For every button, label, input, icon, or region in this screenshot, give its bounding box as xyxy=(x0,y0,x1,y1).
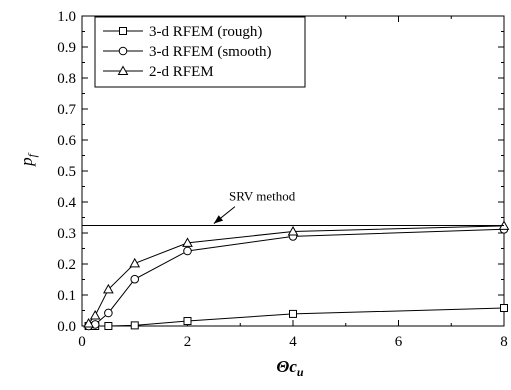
series-line-triangle xyxy=(88,225,505,324)
legend-item-square: 3-d RFEM (rough) xyxy=(103,24,262,40)
y-tick-label-4: 0.4 xyxy=(57,195,76,211)
y-axis-title-main: p xyxy=(17,157,36,167)
y-tick-label-5: 0.5 xyxy=(57,164,76,180)
legend-item-triangle: 2-d RFEM xyxy=(103,64,214,80)
point-square-3 xyxy=(130,321,139,330)
x-tick-label-1: 2 xyxy=(184,334,192,350)
y-tick-label-7: 0.7 xyxy=(57,102,76,118)
y-tick-label-0: 0.0 xyxy=(57,319,76,335)
y-tick-label-2: 0.2 xyxy=(57,257,76,273)
point-circle-2 xyxy=(104,308,113,318)
point-square-2 xyxy=(104,322,113,330)
x-tick-label-2: 4 xyxy=(289,334,297,350)
point-triangle-0 xyxy=(83,318,94,328)
x-axis-title-main: Θc xyxy=(276,357,297,376)
y-axis: 0.0 0.1 0.2 0.3 0.4 0.5 0.6 0.7 0.8 0.9 1.0 xyxy=(57,9,504,335)
x-tick-label-0: 0 xyxy=(78,334,86,350)
srv-annotation-label: SRV method xyxy=(229,189,296,204)
series-layer xyxy=(83,220,510,331)
point-triangle-5 xyxy=(287,225,299,236)
point-triangle-1 xyxy=(89,309,101,320)
x-axis-title: Θcu xyxy=(276,357,304,379)
y-tick-label-9: 0.9 xyxy=(57,40,76,56)
legend-item-circle: 3-d RFEM (smooth) xyxy=(103,44,272,60)
point-triangle-3 xyxy=(129,257,141,268)
point-circle-3 xyxy=(130,274,140,284)
legend-label-circle: 3-d RFEM (smooth) xyxy=(149,44,272,60)
y-tick-label-6: 0.6 xyxy=(57,133,76,149)
point-triangle-2 xyxy=(103,283,114,294)
x-tick-label-4: 8 xyxy=(500,334,508,350)
x-tick-label-3: 6 xyxy=(395,334,403,350)
y-tick-label-10: 1.0 xyxy=(57,9,76,25)
legend-label-square: 3-d RFEM (rough) xyxy=(149,24,262,40)
legend-marker-square xyxy=(119,27,127,35)
legend-marker-triangle xyxy=(117,65,129,75)
x-axis-title-subscript: u xyxy=(297,365,304,379)
point-square-4 xyxy=(183,317,192,326)
y-tick-label-3: 0.3 xyxy=(57,226,76,242)
srv-arrow-head xyxy=(213,215,224,224)
legend-label-triangle: 2-d RFEM xyxy=(149,64,214,80)
y-axis-title: pf xyxy=(17,152,39,167)
point-circle-4 xyxy=(183,246,192,256)
y-tick-label-8: 0.8 xyxy=(57,71,76,87)
y-tick-label-1: 0.1 xyxy=(57,288,76,304)
srv-annotation: SRV method xyxy=(213,189,296,224)
point-square-6 xyxy=(500,304,508,313)
legend: 3-d RFEM (rough) 3-d RFEM (smooth) 2-d RFE… xyxy=(94,16,306,88)
legend-box xyxy=(94,16,306,88)
point-square-5 xyxy=(289,309,297,318)
legend-marker-circle xyxy=(118,46,128,56)
y-axis-title-subscript: f xyxy=(25,152,39,157)
point-triangle-4 xyxy=(182,237,193,247)
